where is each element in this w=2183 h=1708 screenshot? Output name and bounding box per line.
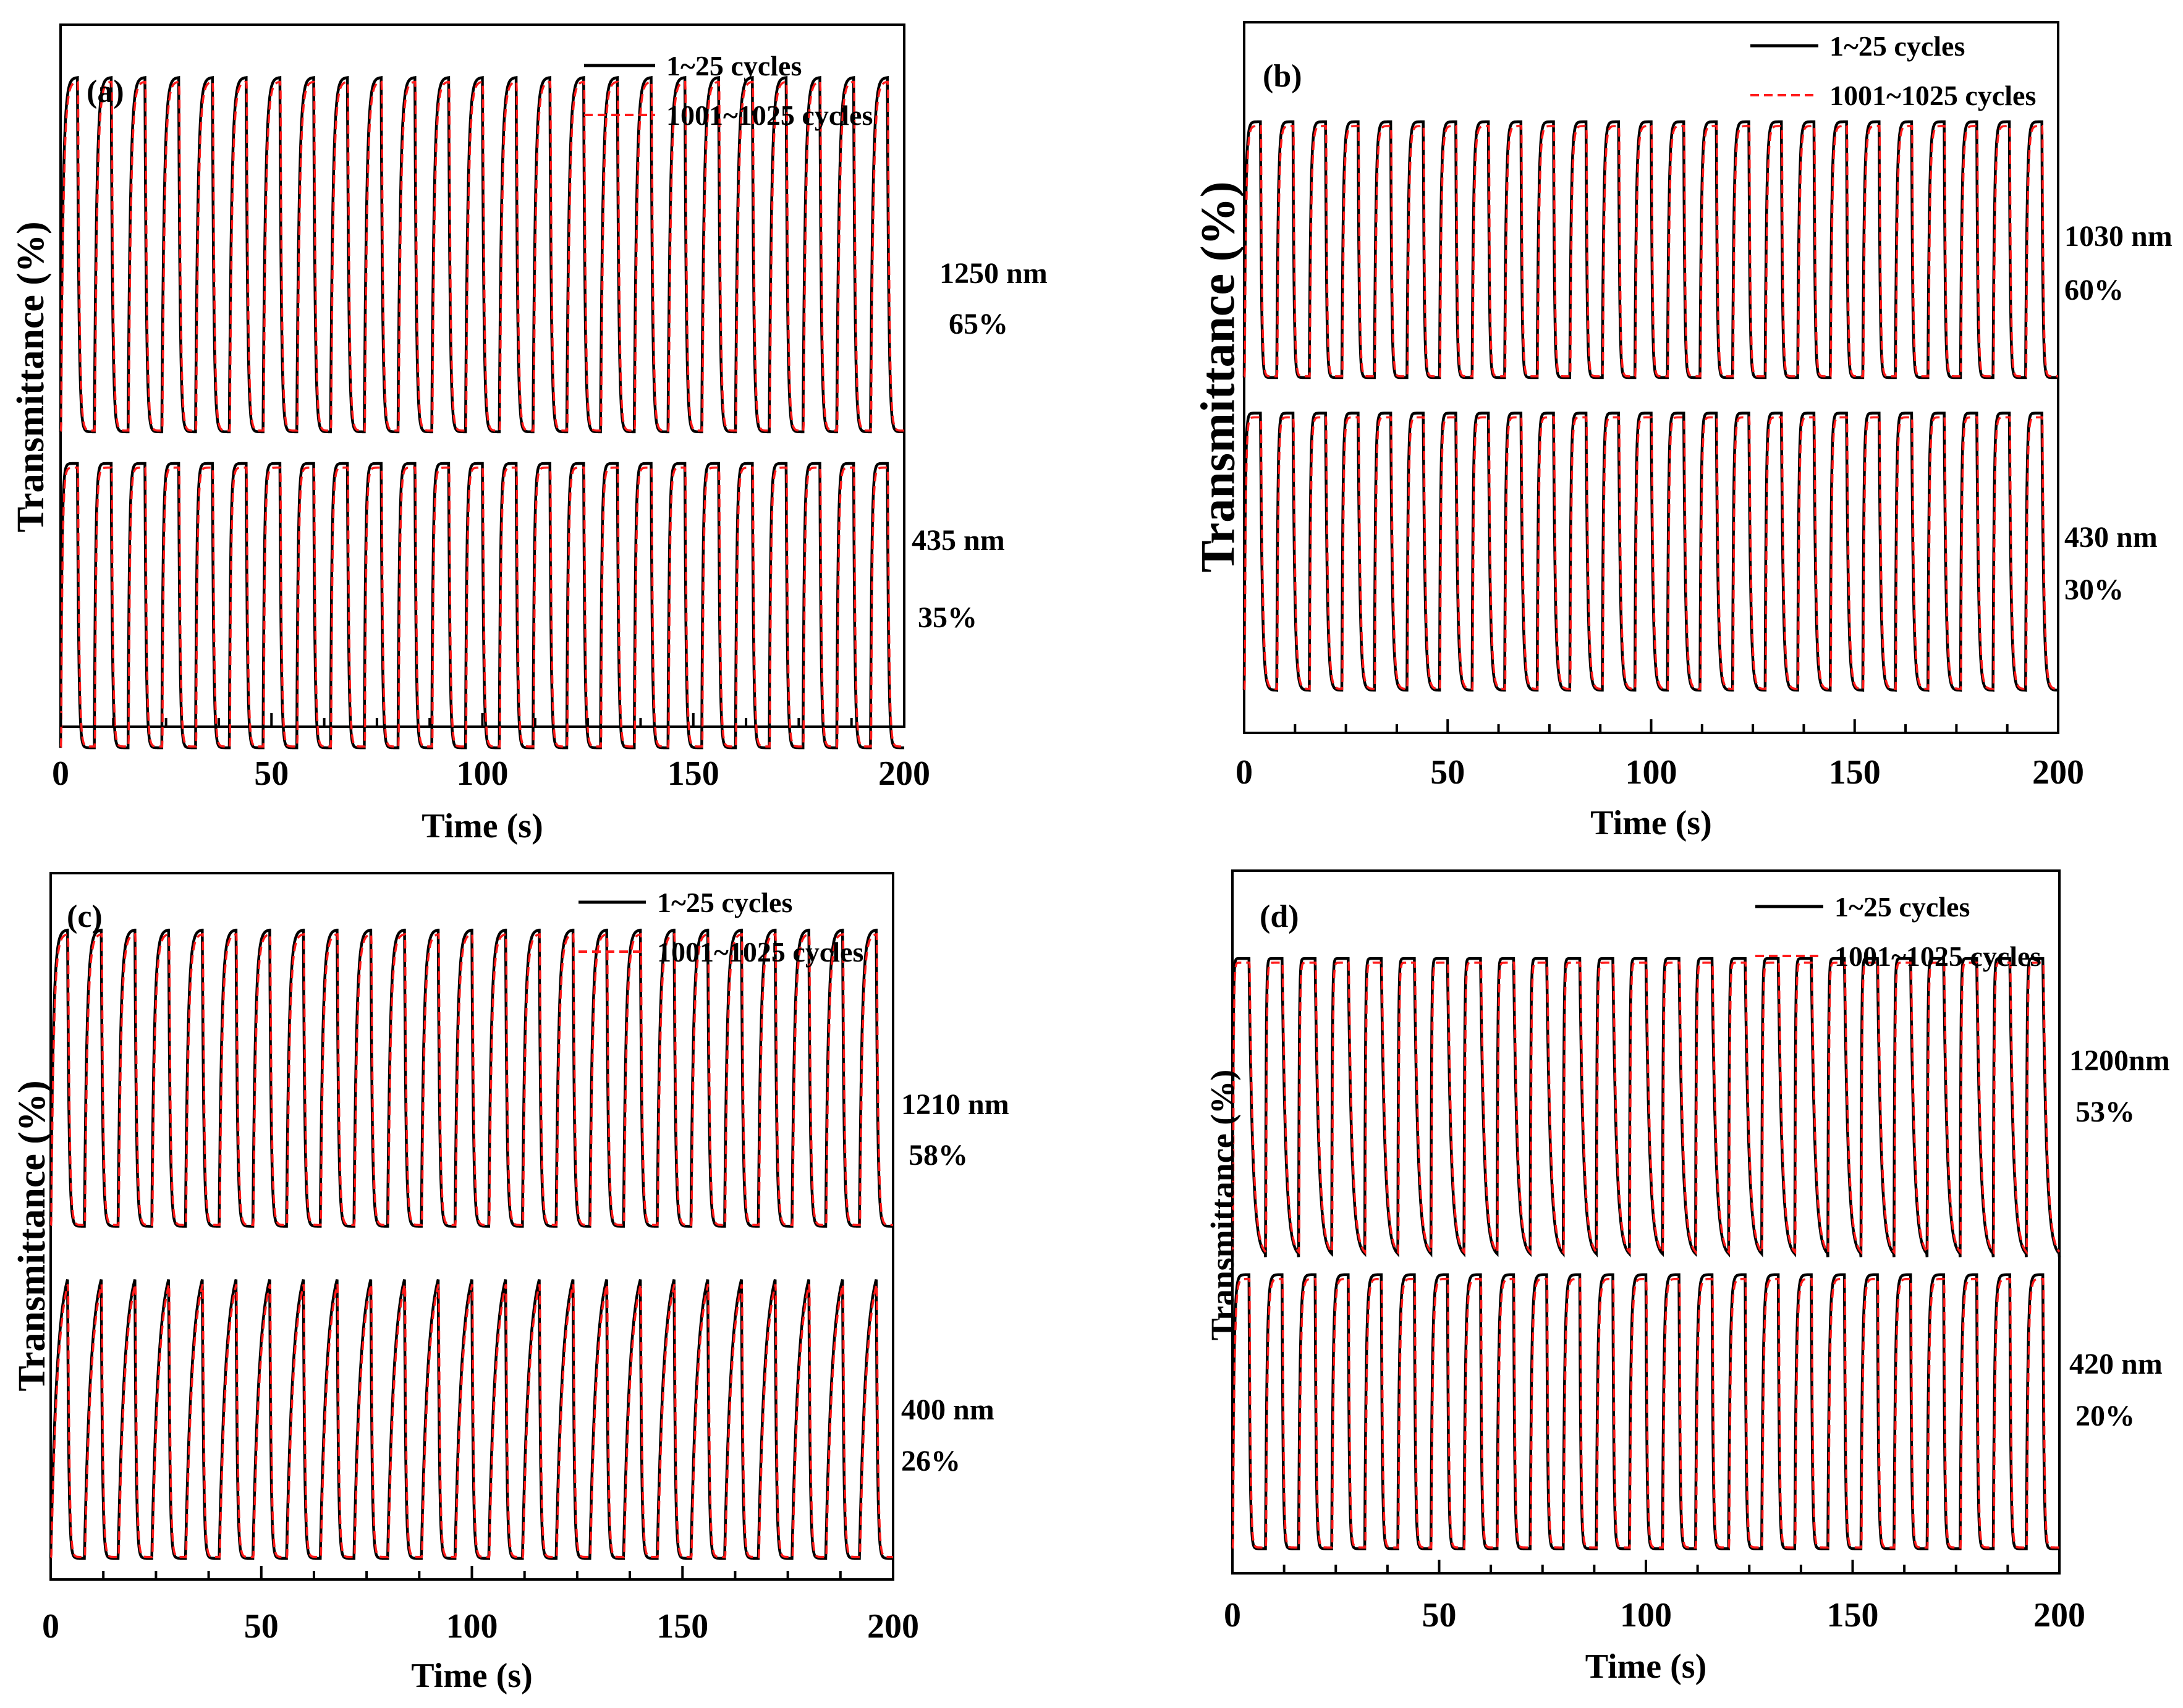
x-tick-label: 200 [2033, 1596, 2085, 1634]
trace-modulation-label: 60% [2064, 274, 2124, 307]
legend-entry-1001-1025-cycles: 1001~1025 cycles [1834, 941, 2041, 972]
legend: 1~25 cycles 1001~1025 cycles [579, 887, 863, 968]
x-tick-label: 100 [1620, 1596, 1672, 1634]
x-axis-title: Time (s) [1590, 804, 1712, 842]
chart-panel-b: 1030 nm 60% 430 nm 30% 0 50 100 150 200 Time (s) T… [1191, 21, 2172, 842]
legend: 1~25 cycles 1001~1025 cycles [1755, 891, 2041, 972]
legend-entry-1-25-cycles: 1~25 cycles [666, 50, 802, 82]
panel-label: (b) [1263, 59, 1302, 94]
x-tick-label: 150 [1827, 1596, 1879, 1634]
trace-modulation-label: 58% [909, 1139, 968, 1172]
x-axis-title: Time (s) [411, 1657, 533, 1695]
x-tick-label: 150 [668, 755, 719, 793]
legend-entry-1-25-cycles: 1~25 cycles [1829, 30, 1965, 62]
trace-wavelength-label: 1250 nm [939, 257, 1048, 290]
x-tick-label: 100 [446, 1607, 498, 1646]
x-tick-label: 50 [244, 1607, 279, 1646]
x-tick-label: 150 [1829, 753, 1881, 792]
series-line-1001-1025-cycles [1231, 962, 2061, 1256]
trace-modulation-label: 20% [2075, 1400, 2135, 1432]
x-tick-label: 100 [457, 755, 509, 793]
chart-panel-d: 1200nm 53% 420 nm 20% 0 50 100 150 200 Time (s) Tr… [1204, 869, 2170, 1686]
x-tick-label: 0 [1224, 1596, 1241, 1634]
trace-modulation-label: 30% [2064, 573, 2124, 606]
trace-modulation-label: 35% [918, 601, 977, 634]
panel-label: (a) [87, 74, 124, 109]
legend-entry-1001-1025-cycles: 1001~1025 cycles [657, 936, 863, 968]
x-tick-label: 100 [1626, 753, 1677, 792]
trace-modulation-label: 26% [901, 1445, 960, 1478]
x-tick-label: 200 [867, 1607, 919, 1646]
legend-entry-1001-1025-cycles: 1001~1025 cycles [1829, 80, 2036, 111]
x-axis-title: Time (s) [422, 807, 543, 845]
series-line-1-25-cycles [1231, 957, 2061, 1258]
trace-wavelength-label: 1030 nm [2064, 220, 2172, 253]
y-axis-title: Transmittance (%) [1191, 181, 1245, 572]
trace-modulation-label: 65% [949, 308, 1008, 340]
trace-wavelength-label: 420 nm [2069, 1348, 2163, 1380]
x-tick-label: 200 [878, 755, 930, 793]
x-tick-label: 0 [52, 755, 69, 793]
trace-wavelength-label: 430 nm [2064, 521, 2158, 554]
legend-entry-1-25-cycles: 1~25 cycles [657, 887, 792, 918]
x-tick-label: 50 [254, 755, 289, 793]
series-line-1-25-cycles [49, 928, 893, 1228]
y-axis-title: Transmittance (%) [10, 221, 52, 532]
chart-panel-a: 1250 nm 65% 435 nm 35% 0 50 100 150 200 Time (s) T… [10, 23, 1048, 845]
series-line-1-25-cycles [1231, 1273, 2059, 1550]
panel-label: (d) [1260, 899, 1299, 934]
series-line-1001-1025-cycles [49, 1284, 893, 1558]
legend-entry-1-25-cycles: 1~25 cycles [1834, 891, 1970, 923]
chart-panel-c: 1210 nm 58% 400 nm 26% 0 50 100 150 200 Time (s) T… [11, 872, 1009, 1695]
x-tick-label: 150 [656, 1607, 708, 1646]
legend-entry-1001-1025-cycles: 1001~1025 cycles [666, 99, 873, 131]
legend: 1~25 cycles 1001~1025 cycles [584, 50, 873, 131]
x-tick-label: 200 [2032, 753, 2084, 792]
y-axis-title: Transmittance (%) [11, 1080, 53, 1391]
trace-wavelength-label: 1210 nm [901, 1088, 1009, 1121]
trace-wavelength-label: 400 nm [901, 1393, 994, 1426]
series-line-1001-1025-cycles [1243, 125, 2058, 378]
panel-label: (c) [67, 899, 103, 934]
y-axis-title: Transmittance (%) [1204, 1070, 1241, 1340]
series-line-1001-1025-cycles [1231, 1277, 2059, 1549]
trace-wavelength-label: 435 nm [912, 524, 1005, 557]
series-line-1-25-cycles [1242, 412, 2059, 692]
x-tick-label: 50 [1422, 1596, 1457, 1634]
x-tick-label: 0 [42, 1607, 59, 1646]
x-tick-label: 50 [1430, 753, 1465, 792]
series-line-1001-1025-cycles [1243, 416, 2058, 691]
trace-modulation-label: 53% [2075, 1096, 2135, 1128]
series-line-1001-1025-cycles [49, 932, 893, 1227]
series-line-1-25-cycles [59, 462, 904, 750]
trace-wavelength-label: 1200nm [2069, 1044, 2170, 1077]
legend: 1~25 cycles 1001~1025 cycles [1750, 30, 2036, 111]
x-axis-title: Time (s) [1585, 1647, 1707, 1686]
x-tick-label: 0 [1236, 753, 1253, 792]
series-line-1-25-cycles [1242, 120, 2058, 379]
series-line-1001-1025-cycles [59, 80, 904, 432]
